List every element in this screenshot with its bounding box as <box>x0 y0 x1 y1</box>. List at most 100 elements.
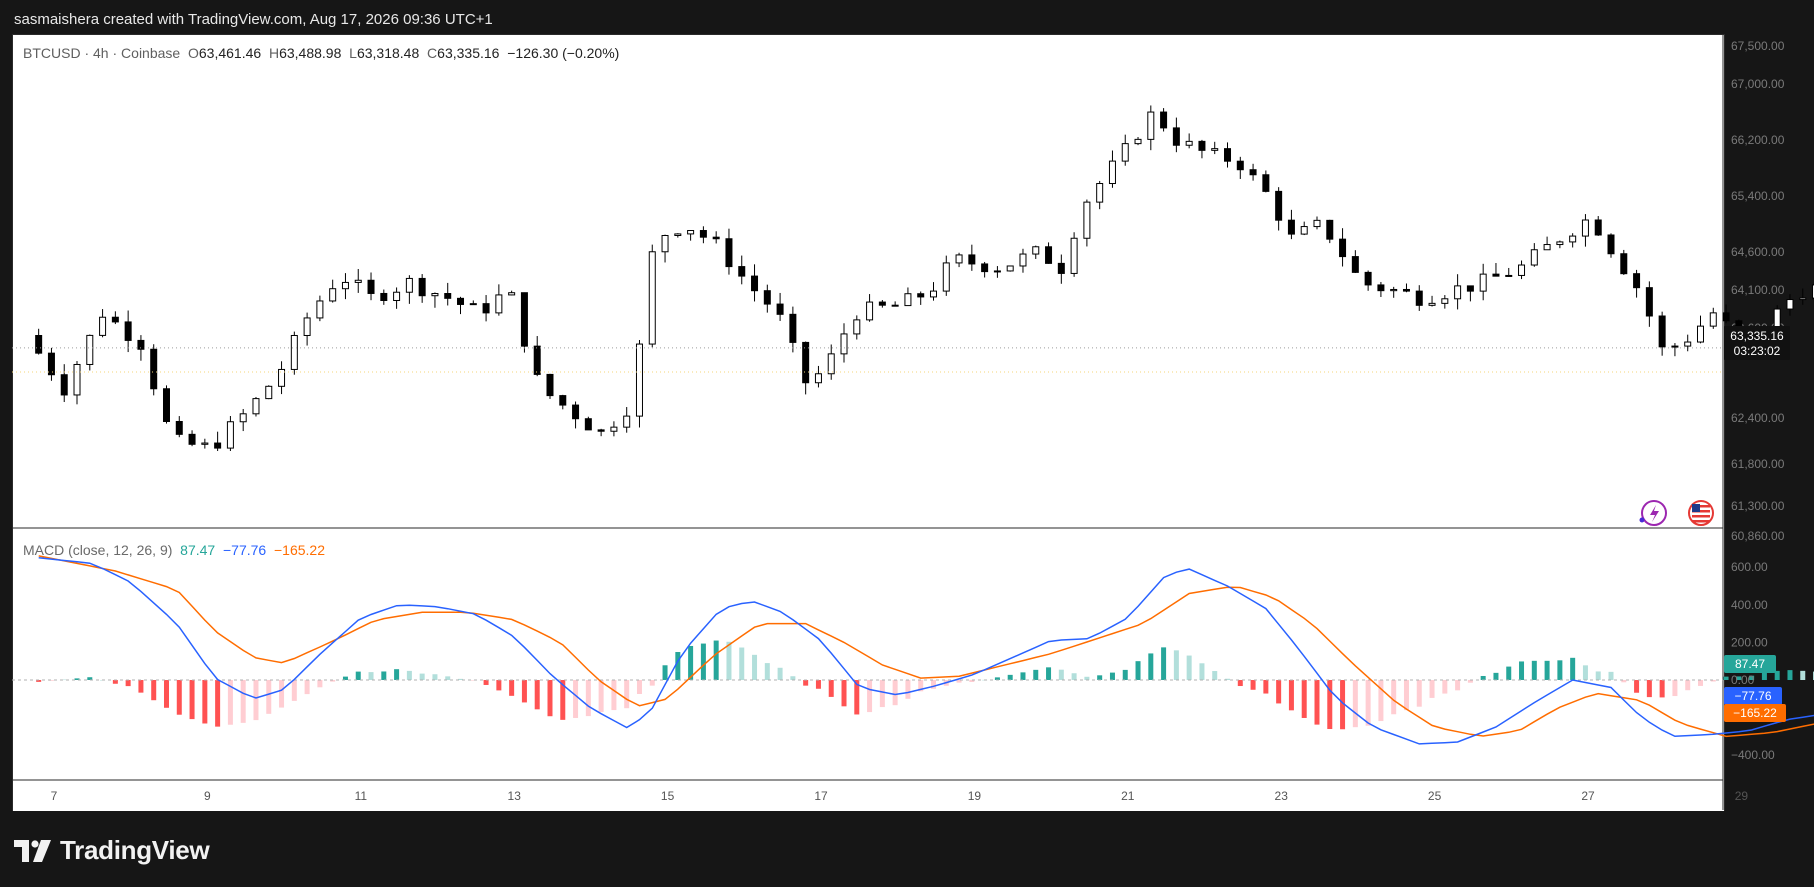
candle <box>1147 111 1155 140</box>
candle <box>1185 140 1193 146</box>
macd-line-value: −77.76 <box>223 542 267 558</box>
candle <box>1134 138 1142 145</box>
time-axis[interactable]: 7911131517192123252729Aug35791113151719 <box>51 789 1814 803</box>
macd-hist-bar <box>994 677 1000 680</box>
candle <box>981 263 989 273</box>
macd-hist-bar <box>879 680 885 708</box>
macd-hist-bar <box>636 680 642 694</box>
macd-hist-bar <box>1288 680 1294 711</box>
macd-hist-bar <box>151 680 157 701</box>
macd-hist-bar <box>1212 671 1218 680</box>
price-tick-label: 64,100.00 <box>1731 283 1785 297</box>
lightning-icon[interactable] <box>1639 500 1667 526</box>
candle <box>584 418 592 431</box>
high-value: 63,488.98 <box>279 45 342 61</box>
open-label: O <box>187 45 199 61</box>
macd-hist-bar <box>700 643 706 680</box>
macd-hist-bar <box>419 673 425 680</box>
candle <box>393 291 401 301</box>
macd-hist-bar <box>61 679 67 681</box>
candle <box>699 230 707 238</box>
macd-hist-bar <box>764 663 770 680</box>
macd-hist-bar <box>1749 675 1755 680</box>
macd-tick-label: 600.00 <box>1731 560 1768 574</box>
us-flag-icon[interactable] <box>1688 500 1714 526</box>
price-tick-label: 67,000.00 <box>1731 77 1785 91</box>
candle <box>1313 219 1321 228</box>
candle <box>380 292 388 301</box>
macd-hist-bar <box>739 647 745 680</box>
candle <box>1402 288 1410 292</box>
macd-axis[interactable]: 600.00 400.00 200.00 0.00 −400.00 <box>1731 560 1775 762</box>
candle <box>878 301 886 306</box>
candle <box>1351 256 1359 273</box>
candle <box>1262 174 1270 192</box>
time-tick-label: 13 <box>508 789 522 803</box>
macd-line-badge-value: −77.76 <box>1734 689 1771 703</box>
macd-hist-bar <box>828 680 834 697</box>
macd-legend[interactable]: MACD (close, 12, 26, 9) 87.47 −77.76 −16… <box>23 542 325 558</box>
candle <box>1070 237 1078 274</box>
macd-hist-bar <box>1237 680 1243 687</box>
candle <box>1543 244 1551 251</box>
macd-hist-bar <box>930 680 936 689</box>
candle <box>278 368 286 387</box>
macd-hist-bar <box>1506 666 1512 680</box>
macd-hist-bar <box>905 680 911 699</box>
macd-hist-bar <box>649 680 655 686</box>
candle <box>1812 284 1814 299</box>
candle <box>60 374 68 396</box>
candle <box>1633 273 1641 289</box>
macd-hist-bar <box>304 680 310 695</box>
tradingview-logo[interactable]: TradingView <box>14 835 210 866</box>
candle <box>993 270 1001 273</box>
candle <box>623 415 631 428</box>
macd-hist-bar <box>445 676 451 680</box>
candle <box>955 254 963 264</box>
candle <box>111 316 119 323</box>
time-tick-label: 7 <box>51 789 58 803</box>
time-tick-label: 9 <box>204 789 211 803</box>
candle <box>457 297 465 305</box>
macd-hist-bar <box>1570 657 1576 680</box>
candle <box>1390 288 1398 292</box>
candle <box>1121 143 1129 162</box>
macd-hist-bar <box>1109 672 1115 680</box>
candle <box>1709 312 1717 327</box>
macd-hist-bar <box>1608 671 1614 680</box>
candle <box>303 317 311 336</box>
time-tick-label: 29 <box>1735 789 1749 803</box>
macd-hist-bar <box>1046 667 1052 680</box>
macd-tick-label: 200.00 <box>1731 635 1768 649</box>
macd-hist-bar <box>1429 680 1435 698</box>
macd-hist-bar <box>291 680 297 701</box>
symbol-legend[interactable]: BTCUSD · 4h · Coinbase O63,461.46 H63,48… <box>23 45 619 61</box>
macd-hist-bar <box>1455 680 1461 691</box>
macd-hist-bar <box>240 680 246 723</box>
macd-hist-bar <box>125 680 131 687</box>
candle <box>1671 345 1679 348</box>
candle <box>1198 140 1206 151</box>
candle <box>520 292 528 347</box>
macd-hist-bar <box>1199 663 1205 680</box>
macd-hist-bar <box>1582 665 1588 680</box>
signal-line-value: −165.22 <box>274 542 325 558</box>
signal-badge: −165.22 <box>1724 704 1786 722</box>
macd-hist-bar <box>1250 680 1256 690</box>
macd-hist-bar <box>215 680 221 727</box>
macd-hist-bar <box>1531 660 1537 680</box>
candle <box>1249 169 1257 176</box>
last-price-badge: 63,335.16 03:23:02 <box>1724 326 1790 360</box>
price-axis[interactable]: 67,500.00 67,000.00 66,200.00 65,400.00 64,6… <box>1731 39 1785 543</box>
macd-hist-bar <box>1557 660 1563 680</box>
macd-hist-bar <box>394 669 400 680</box>
candle <box>751 275 759 292</box>
macd-hist-bar <box>1416 680 1422 707</box>
candle <box>1415 290 1423 306</box>
macd-hist-bar <box>815 680 821 689</box>
macd-hist-bar <box>1378 680 1384 722</box>
macd-hist-bar <box>202 680 208 724</box>
candle <box>1696 325 1704 343</box>
candle <box>226 421 234 449</box>
